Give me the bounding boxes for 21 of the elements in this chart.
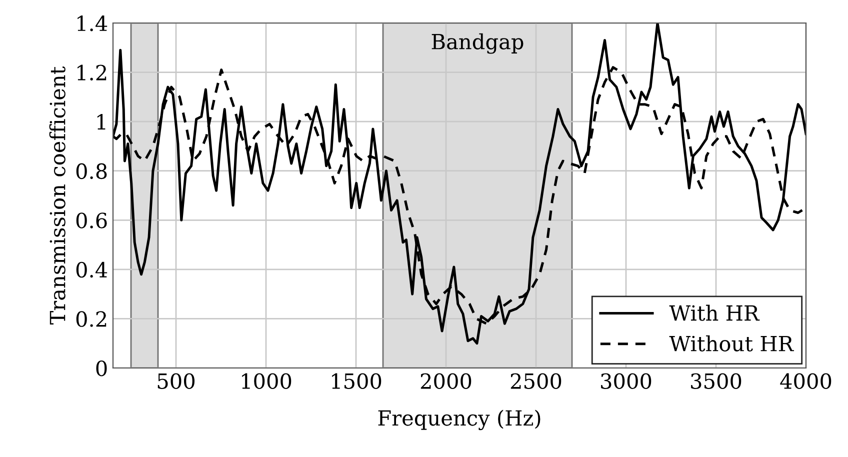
y-tick-label: 1.4: [78, 15, 108, 32]
x-tick-label: 4000: [780, 373, 832, 389]
x-tick-label: 500: [158, 373, 194, 389]
x-tick-label: 2000: [420, 373, 472, 389]
y-tick-label: 1.2: [78, 64, 106, 80]
y-tick-label: 0.6: [76, 212, 107, 228]
x-tick-label: 2500: [510, 373, 562, 389]
x-axis-title: Frequency (Hz): [378, 410, 540, 430]
y-tick-label: 0.8: [76, 163, 107, 180]
legend-label: With HR: [669, 304, 760, 321]
x-tick-label: 1500: [332, 373, 382, 389]
y-tick-label: 0.2: [76, 311, 106, 327]
legend-label: Without HR: [669, 335, 794, 352]
x-tick-label: 3500: [691, 373, 742, 389]
y-axis-title: Transmission coefficient: [49, 66, 66, 325]
y-tick-label: 0.4: [76, 262, 108, 278]
y-tick-label: 0: [96, 360, 107, 376]
band-label: Bandgap: [432, 33, 524, 54]
x-tick-label: 3000: [601, 373, 652, 389]
y-tick-label: 1: [97, 114, 106, 130]
x-tick-label: 1000: [242, 373, 292, 389]
